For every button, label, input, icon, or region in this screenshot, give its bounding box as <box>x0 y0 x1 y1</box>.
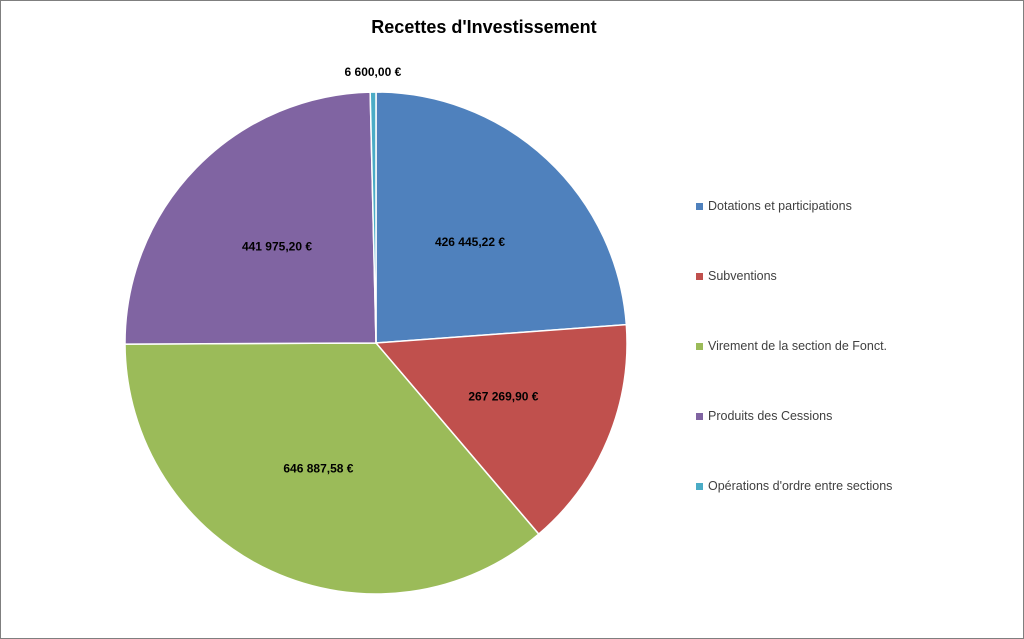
chart-legend: Dotations et participations Subventions Vi… <box>696 171 1016 521</box>
legend-label-0: Dotations et participations <box>708 199 852 213</box>
legend-item-3: Produits des Cessions <box>696 381 1016 451</box>
legend-label-3: Produits des Cessions <box>708 409 833 423</box>
data-label-3: 441 975,20 € <box>242 240 312 254</box>
legend-swatch-3 <box>696 412 703 420</box>
legend-item-0: Dotations et participations <box>696 171 1016 241</box>
data-label-2: 646 887,58 € <box>283 462 353 476</box>
legend-swatch-0 <box>696 202 703 210</box>
legend-label-2: Virement de la section de Fonct. <box>708 339 888 353</box>
legend-swatch-4 <box>696 482 703 490</box>
legend-item-1: Subventions <box>696 241 1016 311</box>
legend-item-4: Opérations d'ordre entre sections <box>696 451 1016 521</box>
legend-swatch-2 <box>696 342 703 350</box>
legend-label-1: Subventions <box>708 269 777 283</box>
pie-slice-4 <box>369 91 377 344</box>
chart-title: Recettes d'Investissement <box>371 17 597 37</box>
legend-item-2: Virement de la section de Fonct. <box>696 311 1016 381</box>
data-label-4: 6 600,00 € <box>345 65 402 79</box>
pie-slice-2 <box>124 342 540 595</box>
data-label-0: 426 445,22 € <box>435 235 505 249</box>
data-label-1: 267 269,90 € <box>468 389 538 403</box>
legend-swatch-1 <box>696 272 703 280</box>
pie-slice-0 <box>375 91 628 344</box>
legend-label-4: Opérations d'ordre entre sections <box>708 479 893 493</box>
pie-slice-3 <box>124 91 377 345</box>
pie-slice-1 <box>374 323 628 536</box>
